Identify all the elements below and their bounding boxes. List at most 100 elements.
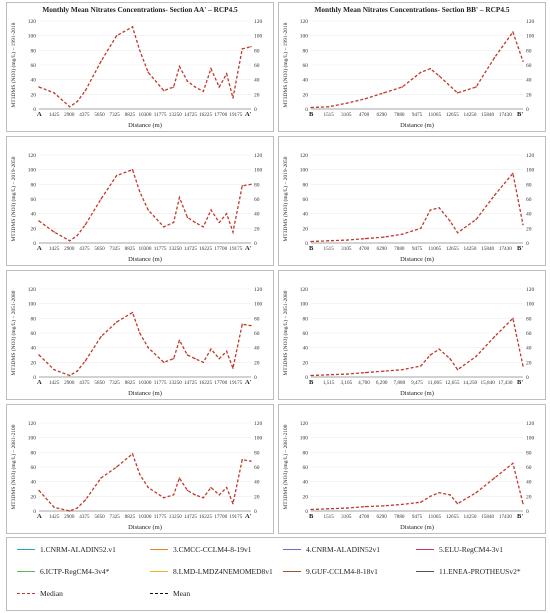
y-axis-label: MT3DMS (NO3) (mg/L) – 1991-2018	[282, 22, 289, 107]
chart-svg: 0 0 20 20 40 40 60 60 80 80 100 100 120 120 1515 3105 47…	[282, 421, 535, 531]
data-point	[364, 237, 367, 240]
legend-item: 3.CMCC-CCLM4-8-19v1	[150, 545, 252, 554]
x-tick-label: 7325	[110, 514, 121, 520]
x-tick-label: 3105	[341, 112, 352, 118]
section-start-label: B	[309, 111, 314, 118]
x-tick-label: 12655	[446, 514, 459, 520]
y-tick-label-right: 80	[254, 450, 260, 456]
data-point	[131, 26, 134, 28]
x-tick-label: 17700	[214, 112, 227, 118]
legend: 1.CNRM-ALADIN52.v1 3.CMCC-CCLM4-8-19v1 4.C…	[6, 537, 546, 611]
section-start-label: B	[309, 245, 314, 252]
y-tick-label-right: 120	[254, 287, 263, 293]
y-tick-label: 0	[305, 509, 308, 515]
legend-swatch	[150, 549, 168, 550]
data-point	[475, 86, 477, 88]
y-tick-label-right: 40	[254, 480, 260, 486]
section-end-label: B'	[517, 379, 523, 386]
y-tick-label: 100	[28, 168, 37, 174]
x-tick-label: 9475	[412, 246, 423, 252]
x-tick-label: 16225	[199, 246, 212, 252]
chart-panel-6: 0 0 20 20 40 40 60 60 80 80 100 100 120 120 1,515 3,105…	[278, 270, 546, 400]
y-tick-label: 20	[31, 92, 37, 98]
series-line-median	[310, 317, 524, 377]
data-point	[449, 357, 451, 360]
data-point	[232, 502, 234, 505]
data-point	[364, 371, 367, 374]
data-point	[53, 92, 55, 94]
data-point	[218, 357, 220, 360]
legend-label: 5.ELU-RegCM4-3v1	[439, 545, 503, 554]
x-tick-label: 6290	[376, 514, 387, 520]
legend-item: 1.CNRM-ALADIN52.v1	[17, 545, 116, 554]
x-axis-label: Distance (m)	[128, 256, 162, 263]
series-line-median	[310, 30, 524, 109]
y-tick-label: 20	[303, 360, 309, 366]
data-point	[420, 227, 422, 230]
x-tick-label: 7,880	[393, 380, 405, 386]
y-tick-label: 60	[31, 465, 37, 471]
data-point	[178, 196, 181, 199]
y-tick-label: 60	[31, 63, 37, 69]
data-point	[202, 226, 204, 228]
x-tick-label: 9475	[412, 514, 423, 520]
x-tick-label: 4375	[79, 380, 90, 386]
chart-svg: 0 0 20 20 40 40 60 60 80 80 100 100 120 120 1425 2900 43…	[10, 153, 263, 263]
x-tick-label: 4700	[359, 112, 370, 118]
y-tick-label: 20	[303, 494, 309, 500]
data-point	[76, 370, 78, 372]
y-tick-label-right: 100	[526, 34, 535, 40]
y-tick-label: 0	[33, 375, 36, 381]
y-tick-label: 80	[31, 316, 37, 322]
x-tick-label: 6,290	[376, 380, 388, 386]
data-point	[327, 374, 330, 376]
data-point	[69, 510, 71, 512]
y-tick-label-right: 40	[254, 212, 260, 218]
x-tick-label: 5850	[94, 246, 105, 252]
chart-svg: 0 0 20 20 40 40 60 60 80 80 100 100 120 120 1425 2900 43…	[10, 287, 263, 397]
y-tick-label: 120	[300, 153, 309, 159]
x-tick-label: 7880	[394, 112, 405, 118]
x-tick-label: 1515	[323, 112, 334, 118]
data-point	[346, 373, 348, 375]
x-tick-label: 9475	[412, 112, 423, 118]
x-tick-label: 14725	[184, 514, 197, 520]
legend-swatch	[416, 549, 434, 550]
legend-swatch	[283, 571, 301, 572]
y-tick-label-right: 0	[526, 375, 529, 381]
data-point	[449, 220, 451, 222]
x-tick-label: 1515	[323, 514, 334, 520]
x-tick-label: 1425	[49, 380, 60, 386]
data-point	[186, 489, 189, 492]
x-tick-label: 7880	[394, 514, 405, 520]
data-point	[241, 458, 243, 461]
x-tick-label: 8825	[125, 112, 136, 118]
y-tick-label: 40	[31, 480, 37, 486]
y-tick-label-right: 120	[526, 421, 535, 427]
data-point	[194, 221, 196, 224]
y-tick-label-right: 60	[526, 331, 532, 337]
data-point	[186, 80, 189, 82]
y-tick-label-right: 100	[526, 168, 535, 174]
y-axis-label: MT3DMS (NO3) (mg/L) – 2019-2050	[282, 156, 289, 241]
x-tick-label: 19175	[229, 112, 242, 118]
x-tick-label: 7325	[110, 380, 121, 386]
x-tick-label: 8825	[125, 246, 136, 252]
y-tick-label: 100	[300, 302, 309, 308]
data-point	[38, 489, 40, 492]
x-tick-label: 17,430	[498, 380, 513, 386]
x-tick-label: 11775	[154, 380, 167, 386]
data-point	[84, 499, 87, 501]
legend-swatch	[17, 549, 35, 550]
y-tick-label: 100	[300, 34, 309, 40]
data-point	[147, 346, 149, 349]
data-point	[310, 508, 312, 511]
chart-svg: Monthly Mean Nitrates Concentrations- Se…	[282, 5, 535, 129]
chart-panel-2: Monthly Mean Nitrates Concentrations- Se…	[278, 2, 546, 132]
x-tick-label: 11775	[154, 514, 167, 520]
data-point	[522, 502, 524, 505]
data-point	[512, 317, 514, 320]
y-tick-label-right: 0	[526, 241, 529, 247]
y-tick-label: 40	[303, 78, 309, 84]
x-tick-label: 3,105	[340, 380, 352, 386]
